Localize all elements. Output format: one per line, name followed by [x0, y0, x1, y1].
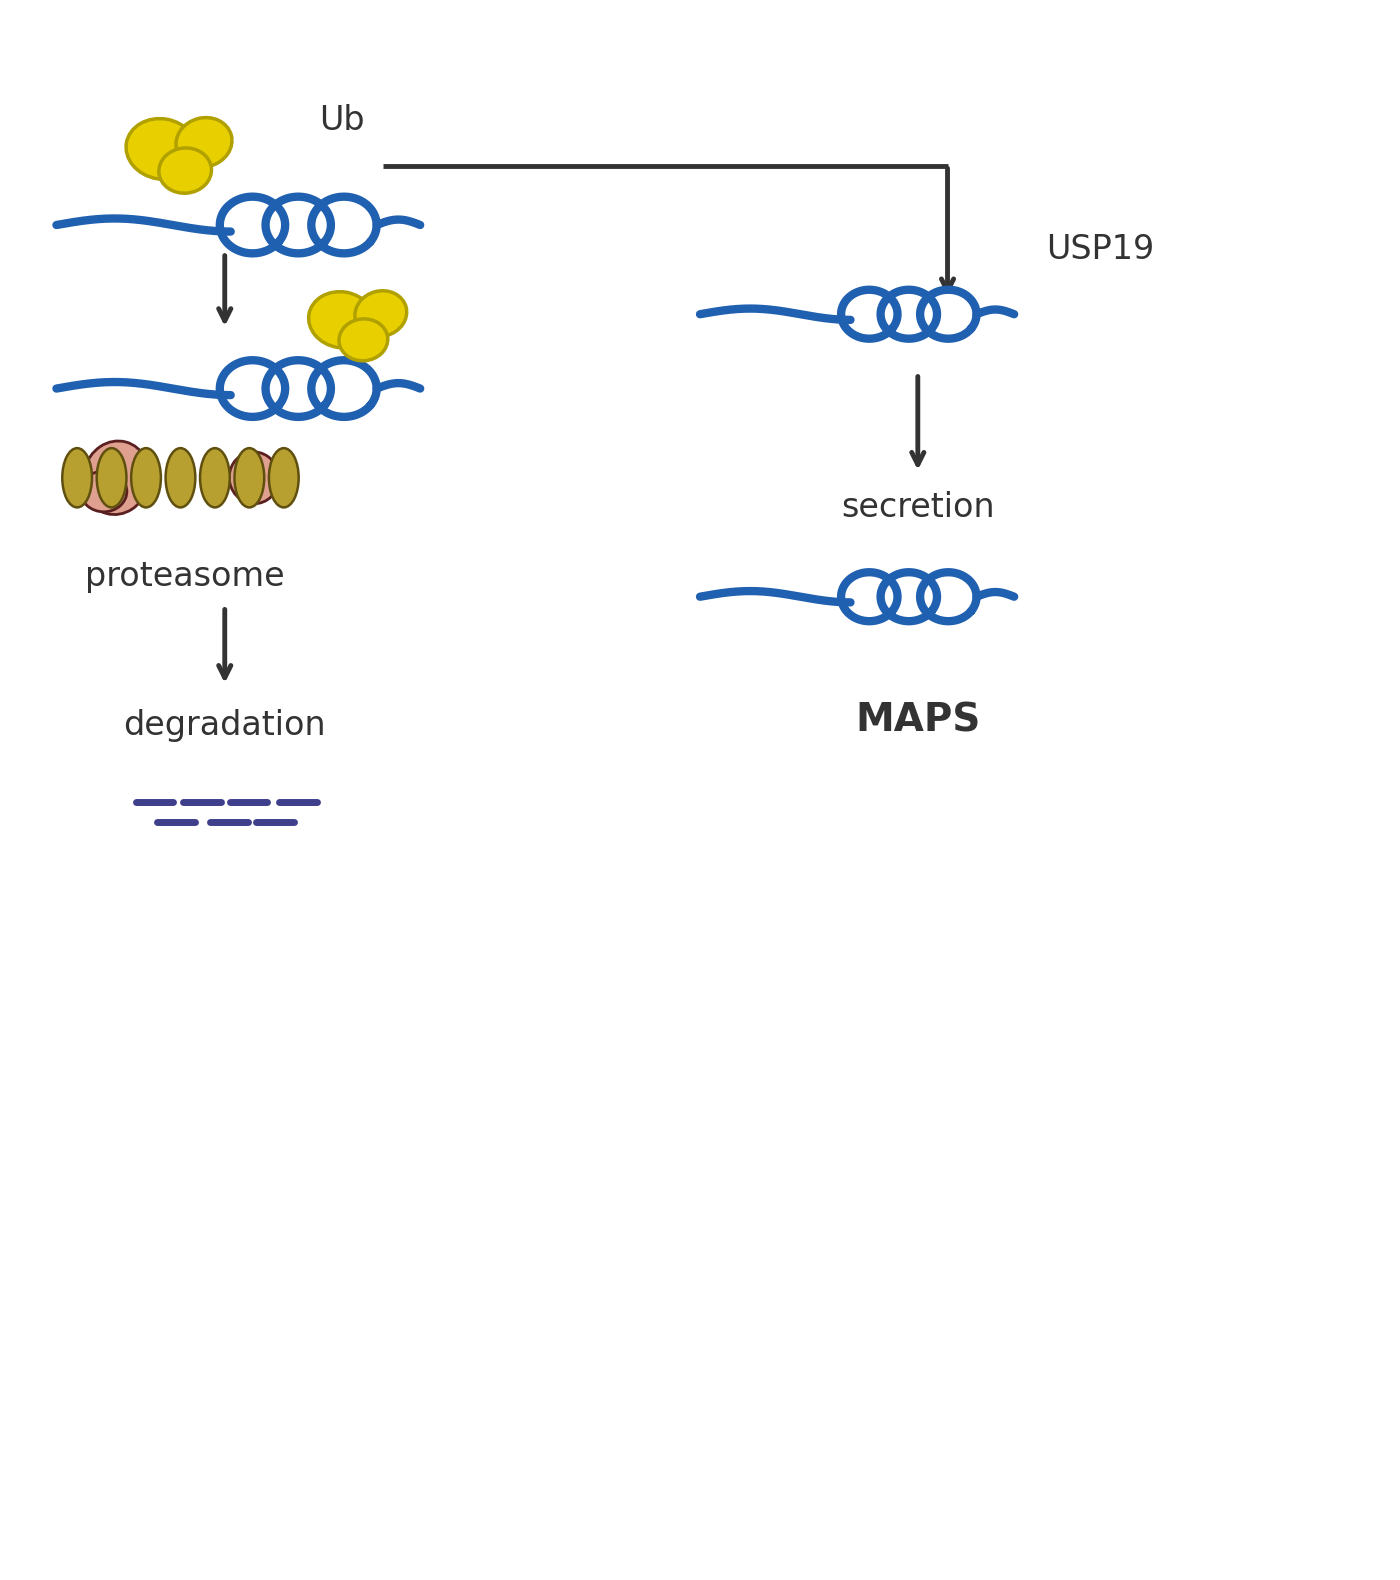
Text: proteasome: proteasome: [85, 561, 286, 594]
Ellipse shape: [354, 291, 407, 337]
Text: degradation: degradation: [123, 709, 326, 743]
Ellipse shape: [230, 452, 279, 504]
Ellipse shape: [200, 449, 230, 507]
Ellipse shape: [83, 441, 150, 515]
Ellipse shape: [176, 117, 232, 167]
Ellipse shape: [339, 319, 388, 360]
Ellipse shape: [126, 118, 197, 179]
Ellipse shape: [269, 449, 298, 507]
Text: USP19: USP19: [1047, 234, 1155, 267]
Ellipse shape: [308, 292, 375, 348]
Ellipse shape: [165, 449, 196, 507]
Text: MAPS: MAPS: [855, 702, 980, 739]
Ellipse shape: [158, 149, 211, 193]
Ellipse shape: [97, 449, 126, 507]
Ellipse shape: [234, 449, 265, 507]
Ellipse shape: [132, 449, 161, 507]
Text: secretion: secretion: [841, 491, 994, 525]
Ellipse shape: [81, 471, 127, 512]
Text: Ub: Ub: [319, 104, 364, 137]
Ellipse shape: [62, 449, 92, 507]
